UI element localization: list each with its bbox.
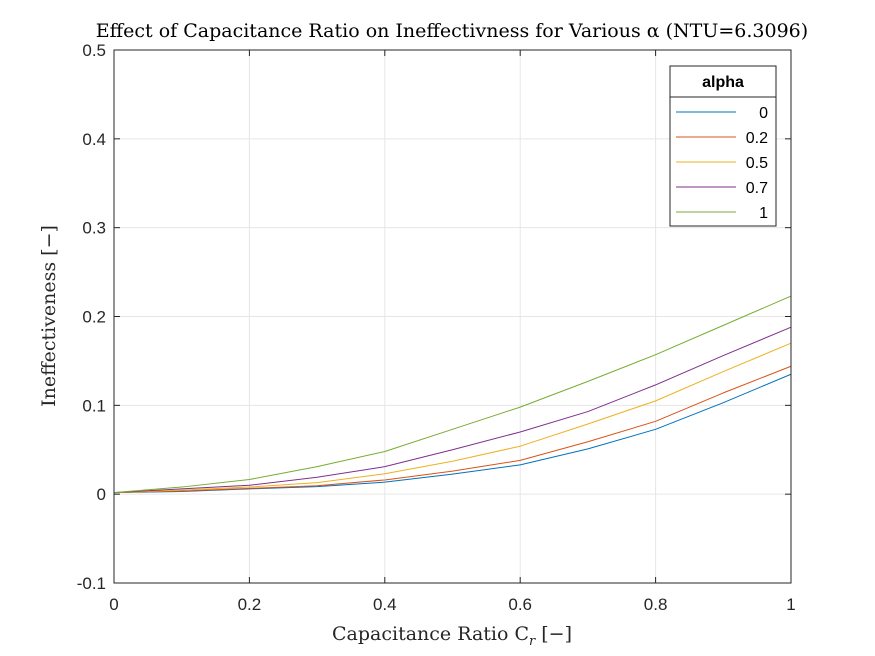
series-line-alpha-0.2 [113,365,792,494]
x-axis-label-subscript: r [529,634,536,649]
y-tick-label: 0 [97,485,106,504]
x-tick-label: 0.6 [508,595,532,614]
legend-label: 0.5 [746,155,768,172]
legend-label: 0.2 [746,130,768,147]
x-tick-label: 0 [109,595,118,614]
legend-title: alpha [702,74,744,91]
y-tick-label: 0.3 [82,219,106,238]
y-tick-label: 0.5 [82,41,106,60]
x-tick-label: 0.8 [644,595,668,614]
legend-items: 0 0.2 0.5 0.7 1 [676,105,768,222]
legend-label: 0 [759,105,768,122]
legend-label: 1 [759,205,768,222]
y-tick-label: 0.1 [82,396,106,415]
x-tick-label: 1 [786,595,795,614]
y-tick-label: 0.2 [82,308,106,327]
y-tick-label: -0.1 [77,574,106,593]
legend-label: 0.7 [746,180,768,197]
x-tick-label: 0.2 [238,595,262,614]
series-line-alpha-0.7 [113,326,792,494]
axis-ticks: 0 0.2 0.4 0.6 0.8 1-0.100.10.20.30.40.5 [77,41,796,614]
legend: alpha 0 0.2 0.5 0.7 1 [669,65,777,227]
y-axis-label: Ineffectiveness [−] [38,225,60,407]
series-lines [113,295,792,494]
legend-box [669,65,777,227]
y-tick-label: 0.4 [82,130,106,149]
x-axis-label-unit: [−] [541,623,572,645]
x-tick-label: 0.4 [373,595,397,614]
series-line-alpha-1 [113,295,792,494]
x-axis-label: Capacitance Ratio Cr [−] [332,623,572,649]
x-axis-label-main: Capacitance Ratio C [332,623,529,645]
chart-title: Effect of Capacitance Ratio on Ineffecti… [96,20,808,42]
series-line-alpha-0.5 [113,342,792,494]
